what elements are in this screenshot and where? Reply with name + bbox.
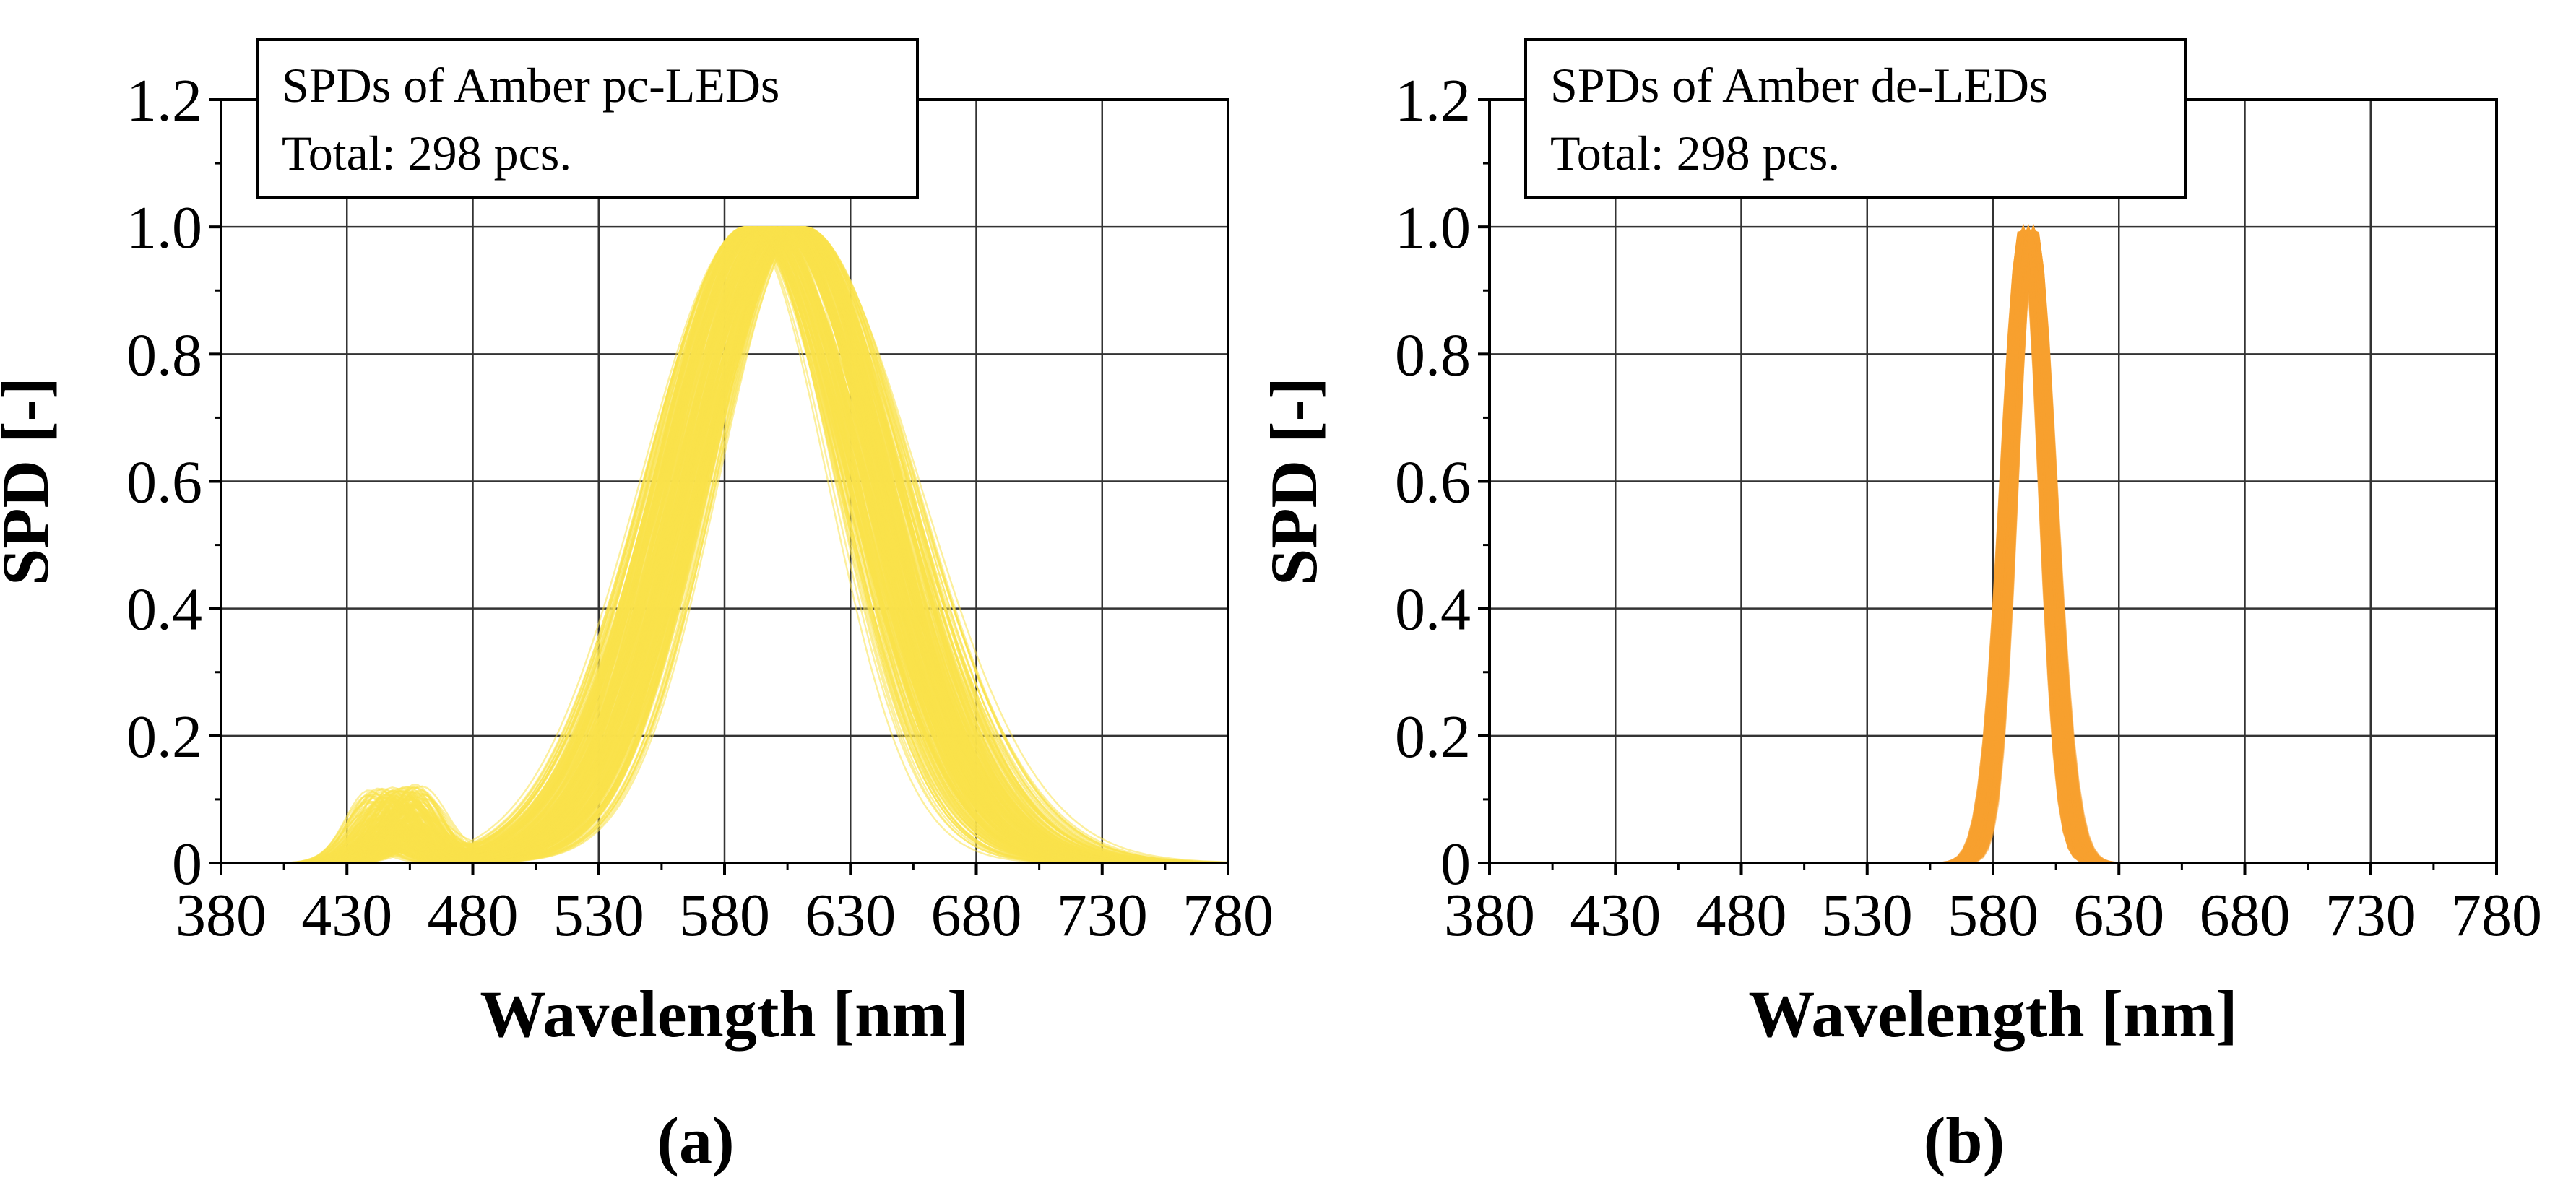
- x-tick-label: 380: [1444, 882, 1535, 949]
- spd-curves-a: [221, 225, 1229, 864]
- x-tick-label: 530: [1822, 882, 1913, 949]
- legend-box-a: SPDs of Amber pc-LEDs Total: 298 pcs.: [256, 38, 919, 199]
- x-tick-label: 580: [679, 882, 770, 949]
- x-axis-title-a: Wavelength [nm]: [480, 977, 969, 1051]
- x-tick-label: 380: [176, 882, 267, 949]
- x-tick-label: 780: [1183, 882, 1274, 949]
- spd-series-line: [221, 225, 1228, 864]
- y-tick-label: 0.8: [126, 321, 202, 389]
- legend-box-b: SPDs of Amber de-LEDs Total: 298 pcs.: [1524, 38, 2187, 199]
- x-tick-labels-b: 380 430 480 530 580 630 680 730 780: [1444, 882, 2542, 949]
- panel-a: 380 430 480 530 580 630 680 730 780 0 0.2 0.4 0.6 0.…: [0, 38, 1274, 1177]
- legend-total-a: Total: 298 pcs.: [282, 126, 571, 181]
- axis-ticks-b: [1478, 98, 2498, 875]
- x-tick-label: 680: [931, 882, 1022, 949]
- x-tick-labels-a: 380 430 480 530 580 630 680 730 780: [176, 882, 1274, 949]
- spd-series-line: [221, 225, 1228, 864]
- x-tick-label: 730: [1057, 882, 1148, 949]
- y-tick-label: 0.8: [1395, 321, 1471, 389]
- panel-label-a: (a): [657, 1104, 734, 1177]
- y-axis-title-a: SPD [-]: [0, 377, 62, 586]
- y-tick-label: 0: [172, 831, 202, 898]
- legend-total-b: Total: 298 pcs.: [1550, 126, 1840, 181]
- x-axis-title-b: Wavelength [nm]: [1748, 977, 2237, 1051]
- x-tick-label: 480: [428, 882, 519, 949]
- x-tick-label: 480: [1696, 882, 1787, 949]
- x-tick-label: 430: [301, 882, 392, 949]
- axis-ticks-a: [209, 98, 1229, 875]
- y-tick-label: 1.2: [1395, 67, 1471, 134]
- y-tick-label: 0.6: [1395, 449, 1471, 516]
- x-tick-label: 430: [1570, 882, 1661, 949]
- legend-title-b: SPDs of Amber de-LEDs: [1550, 58, 2048, 113]
- y-tick-label: 1.2: [126, 67, 202, 134]
- x-tick-label: 630: [805, 882, 896, 949]
- y-tick-label: 1.0: [126, 194, 202, 261]
- y-tick-labels-a: 0 0.2 0.4 0.6 0.8 1.0 1.2: [126, 67, 202, 898]
- y-tick-labels-b: 0 0.2 0.4 0.6 0.8 1.0 1.2: [1395, 67, 1471, 898]
- y-axis-title-b: SPD [-]: [1257, 377, 1331, 586]
- x-tick-label: 630: [2073, 882, 2164, 949]
- y-tick-label: 1.0: [1395, 194, 1471, 261]
- y-tick-label: 0.4: [1395, 576, 1471, 643]
- y-tick-label: 0.6: [126, 449, 202, 516]
- panel-b: 380 430 480 530 580 630 680 730 780 0 0.2 0.4 0.6 0.…: [1257, 38, 2542, 1177]
- y-tick-label: 0.2: [126, 703, 202, 771]
- y-tick-label: 0.4: [126, 576, 202, 643]
- spd-series-line: [221, 226, 1228, 864]
- x-tick-label: 730: [2325, 882, 2416, 949]
- spd-series-line: [221, 225, 1228, 864]
- spd-series-line: [221, 225, 1228, 864]
- x-tick-label: 680: [2200, 882, 2291, 949]
- x-tick-label: 580: [1948, 882, 2039, 949]
- panel-label-b: (b): [1924, 1104, 2005, 1177]
- spd-series-line: [221, 226, 1228, 864]
- grid-a: [221, 100, 1228, 863]
- y-tick-label: 0.2: [1395, 703, 1471, 771]
- x-tick-label: 530: [553, 882, 644, 949]
- y-tick-label: 0: [1440, 831, 1471, 898]
- legend-title-a: SPDs of Amber pc-LEDs: [282, 58, 779, 113]
- x-tick-label: 780: [2451, 882, 2542, 949]
